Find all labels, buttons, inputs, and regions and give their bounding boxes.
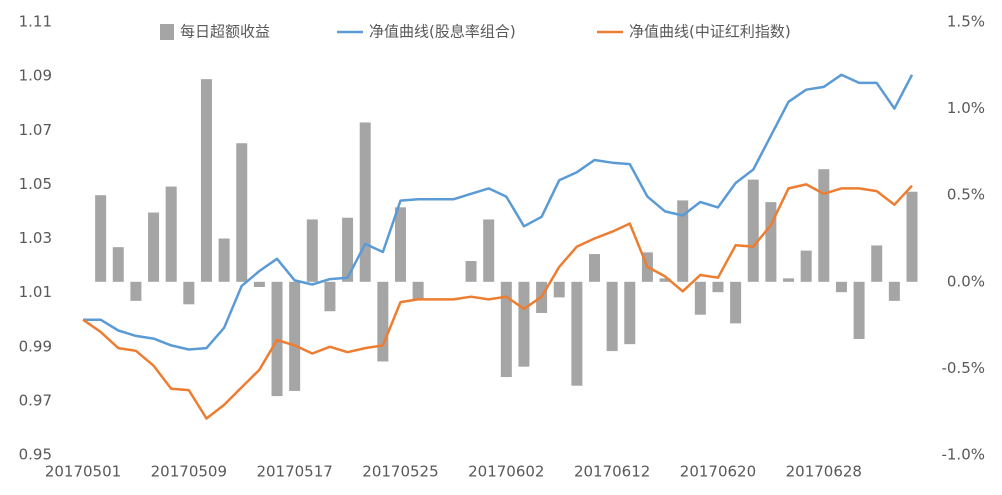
y-tick-label: 0.99	[19, 337, 52, 355]
y-tick-label: 1.11	[19, 13, 52, 31]
bar	[783, 278, 795, 282]
bar	[624, 281, 636, 345]
legend-label: 净值曲线(股息率组合)	[369, 23, 516, 41]
bar	[95, 195, 107, 282]
bar	[730, 281, 742, 324]
bar	[853, 281, 865, 339]
legend-label: 净值曲线(中证红利指数)	[629, 23, 791, 41]
y2-tick-label: 0.0%	[947, 272, 985, 290]
bar	[324, 281, 336, 312]
y2-tick-label: -1.0%	[941, 446, 985, 464]
legend-swatch	[160, 24, 174, 40]
bar	[712, 281, 724, 293]
bar	[183, 281, 195, 305]
x-tick-label: 20170517	[256, 463, 332, 481]
x-tick-label: 20170628	[786, 463, 862, 481]
bar	[500, 281, 512, 378]
y-tick-label: 1.09	[19, 67, 52, 85]
bar	[871, 245, 883, 282]
bar	[553, 281, 565, 298]
bar	[606, 281, 618, 352]
bar	[377, 281, 389, 362]
bar	[253, 281, 265, 287]
bar	[747, 179, 759, 282]
x-tick-label: 20170525	[362, 463, 438, 481]
bar	[289, 281, 301, 391]
x-tick-label: 20170501	[45, 463, 121, 481]
bar	[112, 247, 124, 282]
x-tick-label: 20170602	[468, 463, 544, 481]
bar	[359, 122, 371, 282]
bar	[394, 207, 406, 282]
x-tick-label: 20170620	[680, 463, 756, 481]
bar	[200, 79, 212, 282]
y-tick-label: 1.05	[19, 175, 52, 193]
y-tick-label: 1.01	[19, 283, 52, 301]
legend-label: 每日超额收益	[180, 23, 270, 41]
bar	[800, 250, 812, 282]
x-tick-label: 20170509	[151, 463, 227, 481]
line	[83, 73, 914, 351]
y-tick-label: 0.97	[19, 391, 52, 409]
bar	[306, 219, 318, 282]
y-tick-label: 1.07	[19, 121, 52, 139]
bar	[677, 200, 689, 282]
bar	[342, 217, 354, 282]
bar	[483, 219, 495, 282]
y2-tick-label: 0.5%	[947, 186, 985, 204]
line	[82, 183, 913, 420]
bar	[236, 143, 248, 282]
bar	[412, 281, 424, 300]
bar	[165, 186, 177, 282]
y2-tick-label: 1.0%	[947, 99, 985, 117]
bar	[589, 254, 601, 282]
bar	[906, 191, 918, 282]
bar	[148, 212, 160, 282]
y-tick-label: 0.95	[19, 446, 52, 464]
y2-tick-label: -0.5%	[941, 359, 985, 377]
bar	[218, 238, 230, 282]
bar	[694, 281, 706, 315]
y-tick-label: 1.03	[19, 229, 52, 247]
bar	[765, 202, 777, 282]
bar	[518, 281, 530, 367]
x-tick-label: 20170612	[574, 463, 650, 481]
bar	[465, 261, 477, 282]
bar	[888, 281, 900, 301]
y2-tick-label: 1.5%	[947, 13, 985, 31]
bar	[818, 169, 830, 282]
bar	[659, 278, 671, 282]
bar	[571, 281, 583, 386]
bar	[130, 281, 142, 301]
bar	[835, 281, 847, 293]
